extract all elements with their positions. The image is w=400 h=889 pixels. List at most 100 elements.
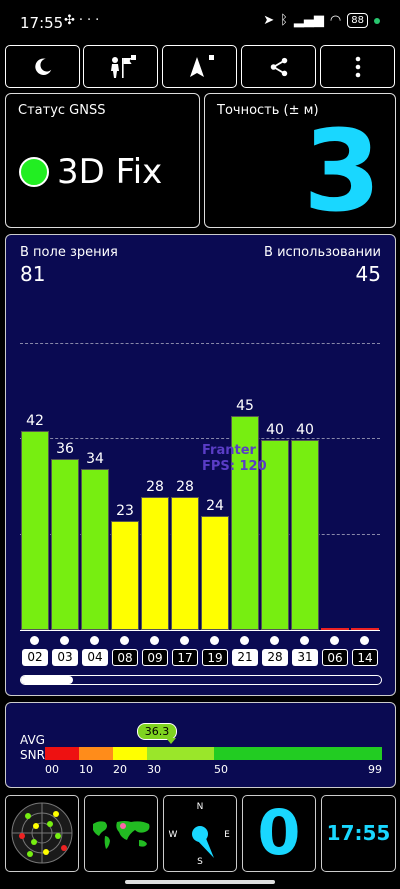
satellite-prn-09[interactable]: 09	[142, 649, 168, 666]
nearby-button[interactable]	[83, 45, 158, 88]
compass-letter-n: N	[197, 802, 204, 812]
satellite-prn-31[interactable]: 31	[292, 649, 318, 666]
more-menu-button[interactable]	[320, 45, 395, 88]
satellite-prn-14[interactable]: 14	[352, 649, 378, 666]
fan-icon: ✣	[64, 13, 79, 28]
snr-tick: 20	[113, 763, 127, 776]
bar-value-label: 40	[266, 422, 284, 438]
satellite-prn-17[interactable]: 17	[172, 649, 198, 666]
avg-snr-bubble: 36.3	[137, 723, 177, 740]
signal-bar-17	[171, 497, 199, 630]
satellite-prn-04[interactable]: 04	[82, 649, 108, 666]
snr-segment-red	[45, 747, 79, 760]
satellite-prn-06[interactable]: 06	[322, 649, 348, 666]
signal-bar-28	[261, 440, 289, 630]
in-use-label: В использовании	[264, 245, 381, 260]
satellite-prn-28[interactable]: 28	[262, 649, 288, 666]
satellite-dot	[360, 636, 369, 645]
fix-indicator-icon	[19, 157, 49, 187]
big-value: 0	[257, 796, 301, 869]
signal-bar-21	[231, 416, 259, 630]
snr-label: SNR	[20, 748, 45, 762]
dot-indicator-icon	[374, 17, 380, 24]
world-map-icon	[87, 816, 155, 850]
bar-value-label: 40	[296, 422, 314, 438]
chart-baseline	[20, 630, 380, 631]
snr-tick: 10	[79, 763, 93, 776]
snr-panel[interactable]: AVG SNR 36.3 00 10 20 30 50 99	[5, 702, 396, 788]
radar-icon	[11, 802, 73, 864]
accuracy-value: 3	[303, 107, 381, 237]
snr-tick: 30	[147, 763, 161, 776]
accuracy-panel[interactable]: Точность (± м) 3	[204, 93, 396, 228]
satellite-dot	[90, 636, 99, 645]
grid-line	[20, 438, 380, 439]
snr-tick: 00	[45, 763, 59, 776]
wifi-icon: ◠	[329, 13, 342, 28]
clock-value: 17:55	[326, 821, 391, 845]
person-flag-icon	[110, 54, 136, 78]
battery-icon: 88	[347, 13, 368, 28]
signal-bar-14	[351, 628, 379, 630]
satellite-dot	[330, 636, 339, 645]
compass-icon: N W E S	[169, 802, 231, 867]
location-arrow-icon: ➤	[263, 13, 275, 28]
moon-icon	[34, 57, 51, 75]
snr-segment-yellow	[113, 747, 147, 760]
in-view-count: 81	[20, 262, 46, 286]
satellite-dot	[150, 636, 159, 645]
speed-tile[interactable]: 0	[242, 795, 316, 872]
night-mode-button[interactable]	[5, 45, 80, 88]
status-bar: 17:55 ✣··· ➤ ᛒ ▂▄▆ ◠ 88	[0, 0, 400, 44]
scrollbar-thumb[interactable]	[21, 676, 73, 684]
signal-bar-panel[interactable]: В поле зрения 81 В использовании 45 42 02…	[5, 234, 396, 696]
satellite-dot	[60, 636, 69, 645]
signal-bar-02	[21, 430, 49, 630]
satellite-dot	[30, 636, 39, 645]
bar-value-label: 24	[206, 498, 224, 514]
bar-value-label: 28	[176, 479, 194, 495]
satellite-dot	[210, 636, 219, 645]
clock-tile[interactable]: 17:55	[321, 795, 396, 872]
satellite-prn-03[interactable]: 03	[52, 649, 78, 666]
bar-value-label: 42	[26, 412, 44, 429]
in-use-count: 45	[355, 262, 381, 286]
grid-line	[20, 534, 380, 535]
gesture-nav-handle[interactable]	[125, 880, 275, 884]
compass-tile[interactable]: N W E S	[163, 795, 237, 872]
share-button[interactable]	[241, 45, 316, 88]
map-tile[interactable]	[84, 795, 158, 872]
compass-letter-w: W	[169, 830, 178, 840]
more-icon: ···	[78, 13, 104, 28]
status-left-icons: ✣···	[64, 13, 103, 28]
satellite-prn-08[interactable]: 08	[112, 649, 138, 666]
satellite-prn-19[interactable]: 19	[202, 649, 228, 666]
satellite-prn-21[interactable]: 21	[232, 649, 258, 666]
grid-line	[20, 343, 380, 344]
sky-view-tile[interactable]	[5, 795, 79, 872]
signal-bar-04	[81, 468, 109, 630]
snr-segment-lightgreen	[147, 747, 214, 760]
signal-bar-08	[111, 520, 139, 630]
compass-letter-e: E	[224, 830, 230, 840]
satellite-dot	[240, 636, 249, 645]
navigation-button[interactable]	[162, 45, 237, 88]
bluetooth-icon: ᛒ	[280, 13, 288, 28]
satellite-prn-02[interactable]: 02	[22, 649, 48, 666]
bar-value-label: 34	[86, 450, 104, 467]
toolbar	[5, 45, 395, 88]
compass-letter-s: S	[197, 857, 203, 867]
status-right: ➤ ᛒ ▂▄▆ ◠ 88	[263, 13, 380, 28]
snr-segment-green	[214, 747, 382, 760]
fps-overlay-value: FPS: 120	[202, 459, 267, 474]
signal-icon: ▂▄▆	[293, 13, 324, 28]
chart-scrollbar[interactable]	[20, 675, 382, 685]
avg-snr-pointer	[166, 738, 176, 744]
gnss-status-panel[interactable]: Статус GNSS 3D Fix	[5, 93, 200, 228]
bar-value-label: 45	[236, 398, 254, 415]
in-view-label: В поле зрения	[20, 245, 118, 260]
accuracy-label: Точность (± м)	[217, 103, 319, 118]
gnss-status-value: 3D Fix	[57, 152, 163, 192]
fps-overlay: Franter FPS: 120	[202, 443, 267, 475]
fps-overlay-name: Franter	[202, 443, 256, 458]
